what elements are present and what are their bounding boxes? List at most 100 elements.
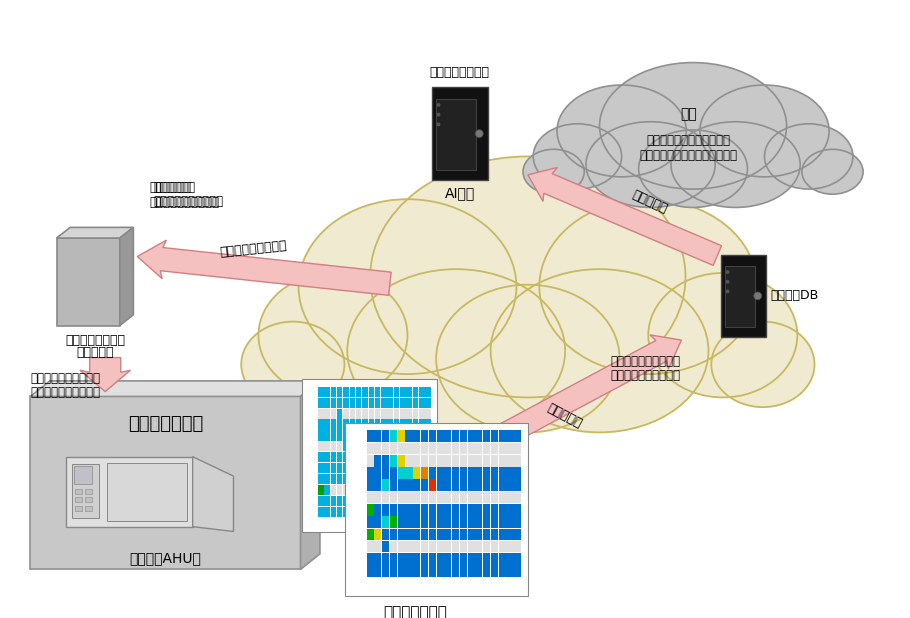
Bar — [367, 565, 374, 577]
Bar — [381, 441, 387, 451]
Bar — [400, 496, 406, 506]
Bar — [318, 420, 324, 430]
Bar — [491, 467, 498, 479]
Bar — [468, 541, 475, 552]
Bar — [444, 492, 451, 503]
Bar — [507, 492, 513, 503]
Bar — [514, 528, 521, 540]
Bar — [324, 463, 329, 473]
Ellipse shape — [298, 199, 516, 374]
Bar — [491, 541, 498, 552]
Text: ・空調機発停: ・空調機発停 — [154, 181, 196, 194]
Bar — [398, 565, 405, 577]
Bar — [343, 496, 349, 506]
Bar — [324, 397, 329, 408]
Bar — [388, 507, 393, 517]
Bar — [507, 528, 513, 540]
Bar — [343, 441, 349, 451]
Bar — [324, 430, 329, 441]
Bar — [406, 455, 412, 467]
Bar — [425, 496, 431, 506]
Bar — [483, 455, 490, 467]
Bar — [394, 485, 399, 495]
Bar — [343, 420, 349, 430]
Bar — [475, 455, 482, 467]
Bar — [388, 441, 393, 451]
Bar — [407, 452, 412, 462]
Bar — [398, 455, 405, 467]
Text: データ転送: データ転送 — [630, 188, 669, 216]
Bar — [324, 474, 329, 484]
Bar — [429, 442, 436, 454]
Bar — [381, 496, 387, 506]
Bar — [389, 553, 397, 565]
Bar — [85, 497, 92, 502]
Bar — [407, 420, 412, 430]
Circle shape — [725, 270, 730, 274]
Bar — [483, 467, 490, 479]
Bar — [343, 485, 349, 495]
Bar — [431, 88, 488, 180]
Bar — [468, 553, 475, 565]
Bar — [362, 452, 368, 462]
Bar — [356, 441, 361, 451]
Bar — [452, 541, 460, 552]
Bar — [421, 442, 428, 454]
Bar — [76, 489, 82, 494]
Bar — [507, 442, 513, 454]
Bar — [413, 397, 419, 408]
Bar — [400, 485, 406, 495]
Bar — [362, 474, 368, 484]
Bar — [407, 463, 412, 473]
Bar — [413, 420, 419, 430]
Bar — [381, 420, 387, 430]
Bar — [419, 430, 425, 441]
Bar — [514, 467, 521, 479]
Bar — [444, 442, 451, 454]
Bar — [444, 516, 451, 528]
Bar — [382, 455, 389, 467]
Bar — [398, 528, 405, 540]
Bar — [389, 516, 397, 528]
Bar — [419, 420, 425, 430]
Bar — [389, 467, 397, 479]
Bar — [343, 474, 349, 484]
Bar — [491, 455, 498, 467]
Ellipse shape — [700, 85, 829, 177]
Bar — [452, 455, 460, 467]
Bar — [507, 467, 513, 479]
Bar — [85, 506, 92, 511]
Bar — [394, 397, 399, 408]
Bar — [491, 516, 498, 528]
Bar — [406, 528, 412, 540]
Bar — [514, 442, 521, 454]
Bar — [452, 431, 460, 442]
Bar — [444, 565, 451, 577]
Bar — [421, 541, 428, 552]
Polygon shape — [193, 457, 234, 531]
Bar — [468, 442, 475, 454]
Bar — [389, 528, 397, 540]
Bar — [324, 485, 329, 495]
Bar — [337, 474, 342, 484]
Bar — [499, 431, 506, 442]
Bar — [499, 455, 506, 467]
Bar — [381, 507, 387, 517]
Bar — [375, 452, 380, 462]
Bar — [407, 430, 412, 441]
Bar — [413, 430, 419, 441]
Bar — [475, 431, 482, 442]
Bar — [507, 541, 513, 552]
Bar — [76, 506, 82, 511]
Bar — [429, 516, 436, 528]
Bar — [419, 408, 425, 418]
Bar — [419, 474, 425, 484]
Bar — [491, 442, 498, 454]
Bar — [413, 507, 419, 517]
Bar — [343, 452, 349, 462]
Bar — [419, 452, 425, 462]
Bar — [421, 528, 428, 540]
Bar — [483, 431, 490, 442]
Bar — [724, 266, 754, 328]
Bar — [475, 480, 482, 491]
